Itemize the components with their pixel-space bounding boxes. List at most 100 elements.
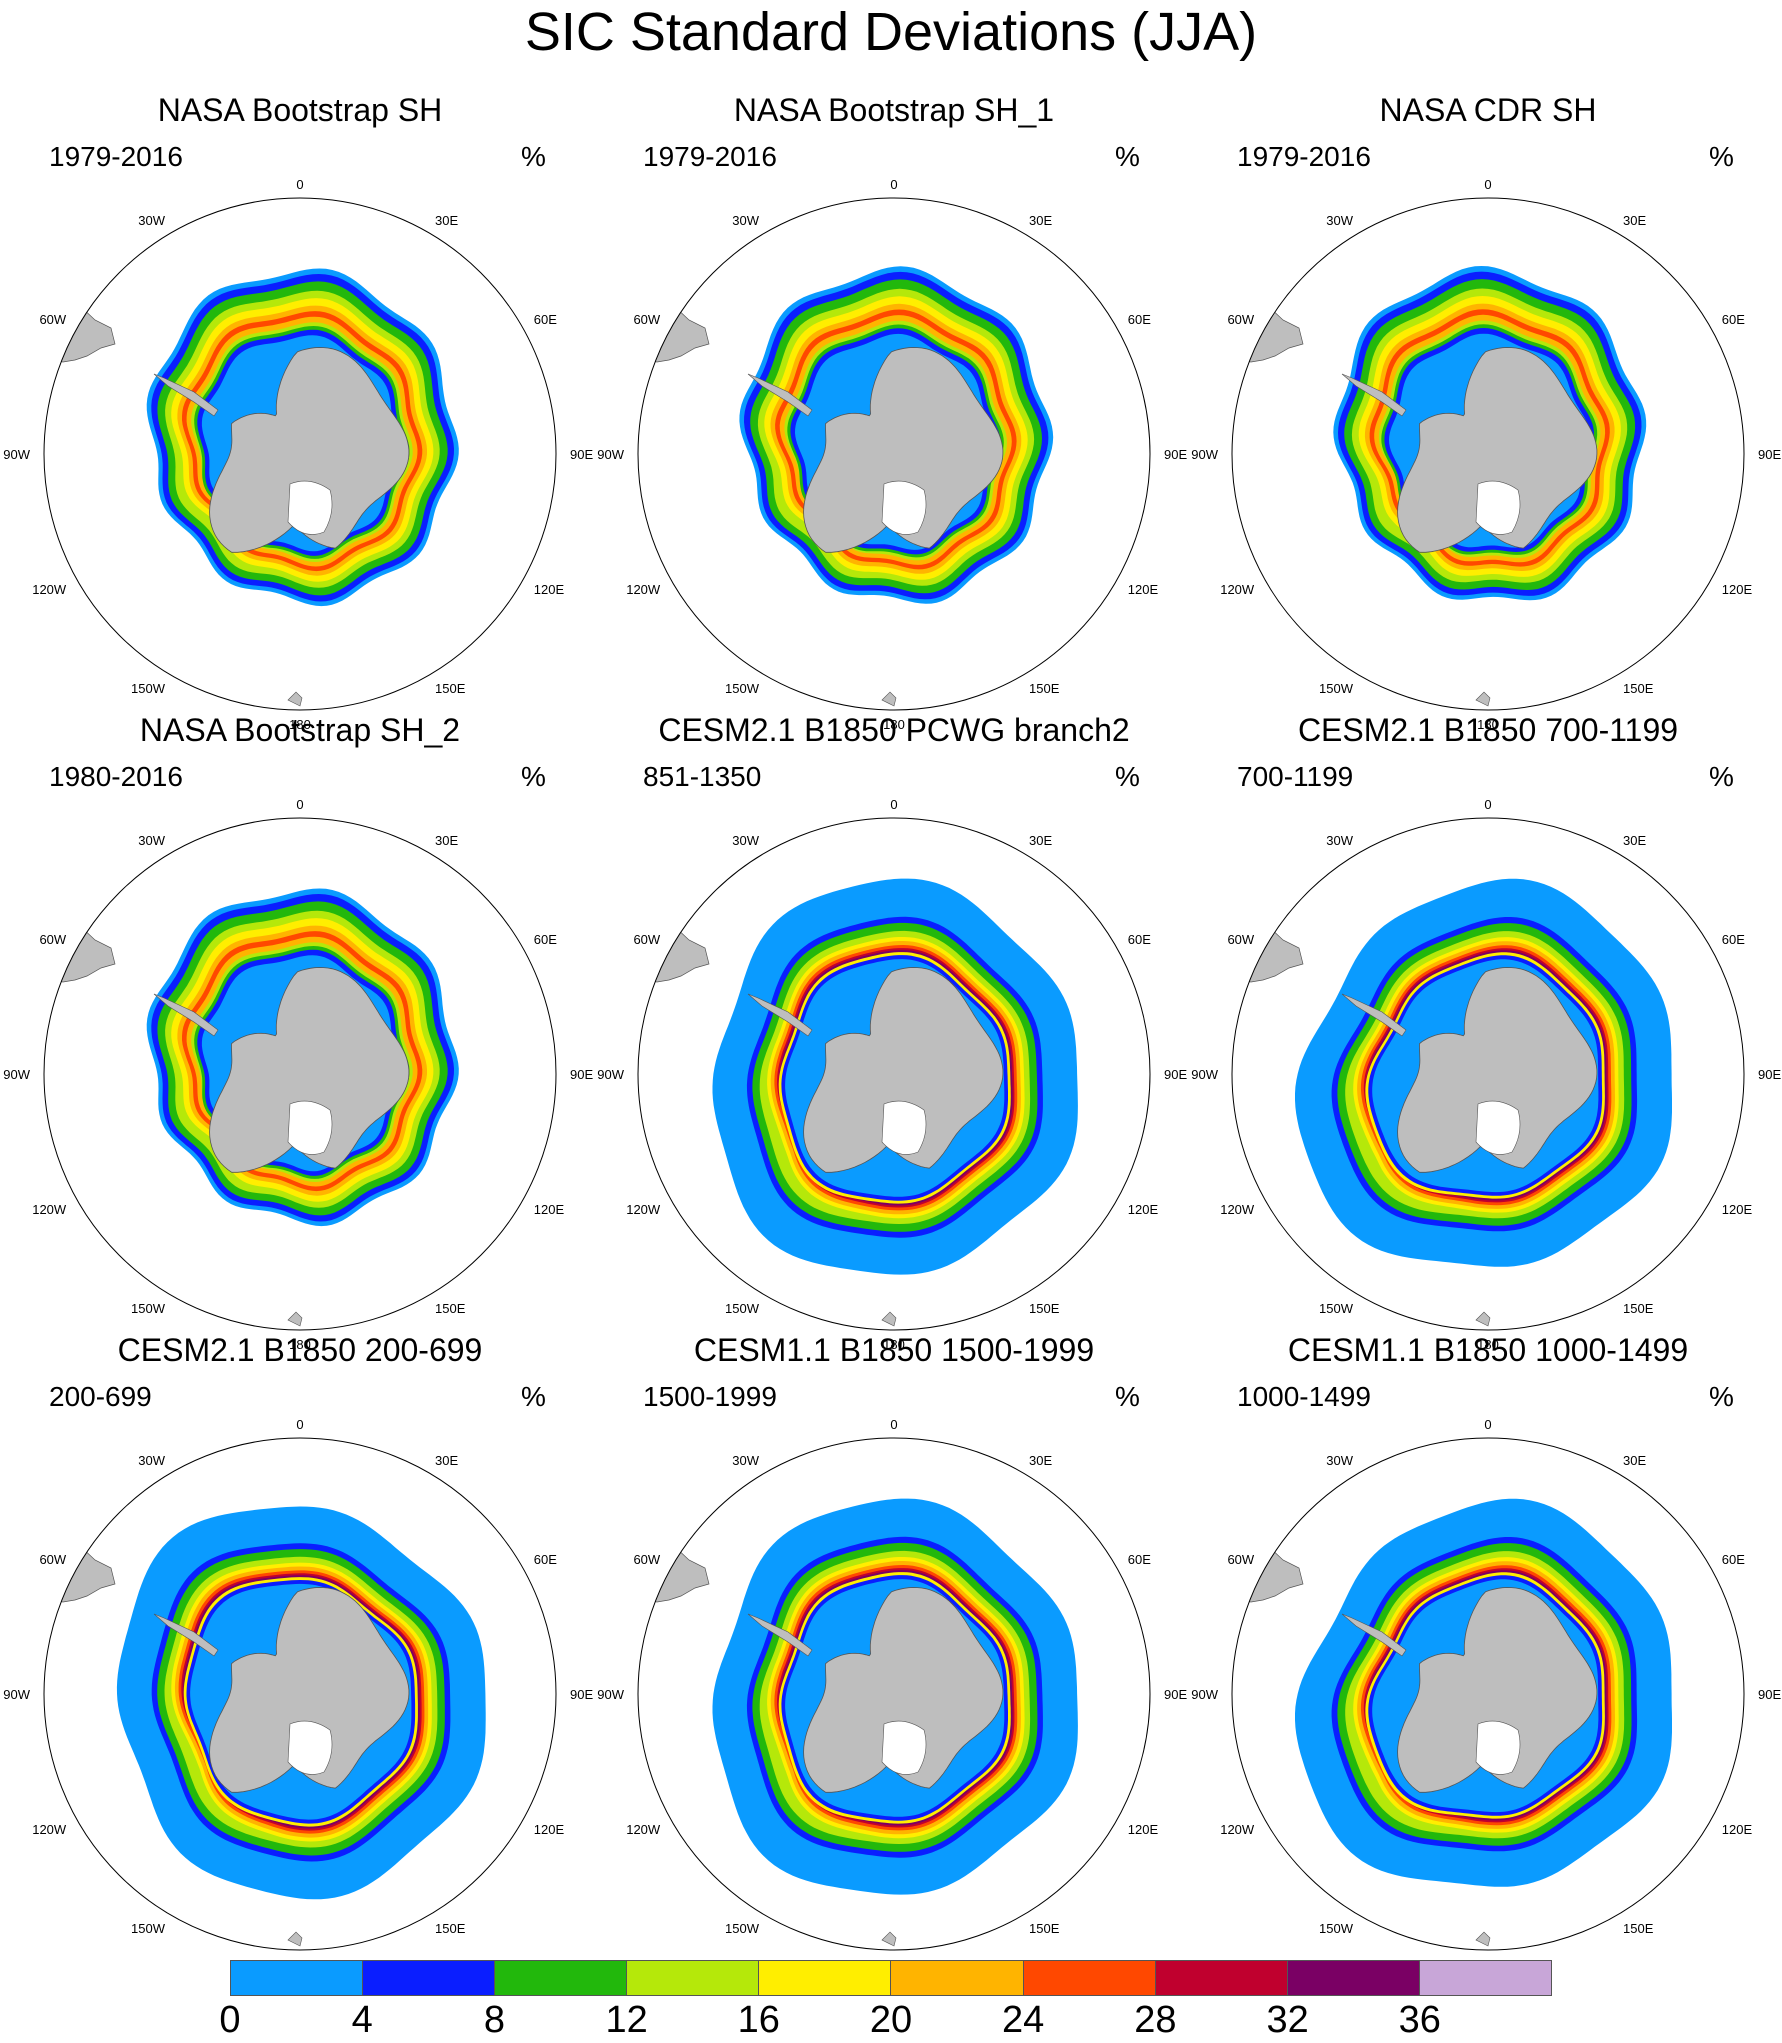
antarctic-peninsula <box>747 373 813 417</box>
panel-title: CESM2.1 B1850 200-699 <box>117 1332 483 1368</box>
sic-field <box>1232 1498 1672 1947</box>
longitude-label: 180 <box>1477 717 1499 732</box>
map-boundary <box>43 197 557 711</box>
longitude-label: 90W <box>3 447 30 462</box>
antarctic-peninsula <box>153 373 219 417</box>
island-land <box>287 1931 303 1947</box>
longitude-label: 60E <box>1128 1552 1151 1567</box>
longitude-label: 90E <box>1164 447 1187 462</box>
island-land <box>881 1931 897 1947</box>
ross-ice-shelf <box>881 480 927 535</box>
longitude-label: 60E <box>1722 312 1745 327</box>
colorbar-tick-label: 4 <box>351 1999 373 2041</box>
longitude-label: 0 <box>890 177 897 192</box>
sic-field <box>638 878 1078 1327</box>
longitude-label: 120W <box>32 1822 67 1837</box>
longitude-label: 150E <box>435 1301 466 1316</box>
longitude-label: 120W <box>626 1822 661 1837</box>
longitude-label: 150E <box>435 681 466 696</box>
longitude-label: 60W <box>633 1552 660 1567</box>
longitude-label: 90W <box>597 447 624 462</box>
antarctic-peninsula <box>153 1613 219 1657</box>
longitude-label: 0 <box>296 177 303 192</box>
antarctica-land <box>1397 967 1598 1173</box>
longitude-label: 120E <box>1722 582 1753 597</box>
unit-label: % <box>1709 141 1734 172</box>
map-panel: NASA CDR SH 0 30E 60E 90E 120E 150E 180 150W 120W… <box>1191 90 1782 732</box>
longitude-label: 30E <box>435 833 458 848</box>
longitude-label: 90E <box>570 1687 593 1702</box>
longitude-label: 30E <box>1029 1453 1052 1468</box>
longitude-label: 180 <box>883 717 905 732</box>
period-label: 1000-1499 <box>1237 1381 1371 1412</box>
longitude-label: 30E <box>1623 213 1646 228</box>
island-land <box>881 691 897 707</box>
longitude-label: 30W <box>1326 213 1353 228</box>
island-land <box>1475 691 1491 707</box>
longitude-label: 60W <box>633 932 660 947</box>
longitude-label: 30E <box>1623 833 1646 848</box>
ross-ice-shelf <box>881 1720 927 1775</box>
island-land <box>287 1311 303 1327</box>
colorbar-cell <box>1287 1961 1420 1995</box>
polar-map: 0 30E 60E 90E 120E 150E 180 150W 120W 90W 60W 30W <box>3 797 593 1352</box>
longitude-label: 120W <box>626 582 661 597</box>
antarctic-peninsula <box>153 993 219 1037</box>
longitude-label: 30E <box>1623 1453 1646 1468</box>
longitude-label: 120E <box>1722 1822 1753 1837</box>
unit-label: % <box>1115 1381 1140 1412</box>
map-boundary <box>43 817 557 1331</box>
map-boundary <box>1231 817 1745 1331</box>
antarctic-peninsula <box>747 1613 813 1657</box>
panel-title: CESM1.1 B1850 1500-1999 <box>693 1332 1095 1368</box>
unit-label: % <box>521 141 546 172</box>
ross-ice-shelf <box>881 1100 927 1155</box>
colorbar <box>230 1960 1552 1996</box>
unit-label: % <box>521 1381 546 1412</box>
longitude-label: 150E <box>1029 681 1060 696</box>
longitude-label: 90W <box>1191 1687 1218 1702</box>
longitude-label: 0 <box>890 1417 897 1432</box>
longitude-label: 150W <box>131 1301 166 1316</box>
longitude-label: 90W <box>1191 447 1218 462</box>
antarctic-peninsula <box>1341 1613 1407 1657</box>
colorbar-tick-label: 8 <box>483 1999 505 2041</box>
longitude-label: 120W <box>32 582 67 597</box>
sic-field <box>44 888 459 1327</box>
longitude-label: 60E <box>1722 932 1745 947</box>
longitude-label: 150W <box>131 681 166 696</box>
longitude-label: 150E <box>1623 1301 1654 1316</box>
longitude-label: 150W <box>725 1921 760 1936</box>
colorbar-cell <box>891 1961 1024 1995</box>
longitude-label: 150E <box>1029 1921 1060 1936</box>
ross-ice-shelf <box>287 480 333 535</box>
longitude-label: 90W <box>3 1067 30 1082</box>
map-panel: CESM1.1 B1850 1000-1499 0 30E 60E 90E 120E 150… <box>1191 1330 1782 1972</box>
polar-map: 0 30E 60E 90E 120E 150E 180 150W 120W 90W 60W 30W <box>3 177 593 732</box>
period-label: 200-699 <box>49 1381 152 1412</box>
longitude-label: 30W <box>138 833 165 848</box>
antarctica-land <box>209 1587 410 1793</box>
period-label: 851-1350 <box>643 761 762 792</box>
colorbar-tick-label: 20 <box>869 1999 913 2041</box>
antarctica-land <box>1397 1587 1598 1793</box>
ross-ice-shelf <box>1475 1720 1521 1775</box>
unit-label: % <box>1709 1381 1734 1412</box>
map-panel: CESM2.1 B1850 700-1199 0 30E 60E 90E 120E 150E… <box>1191 710 1782 1352</box>
panel-title: NASA Bootstrap SH <box>157 92 443 128</box>
longitude-label: 180 <box>1477 1337 1499 1352</box>
island-land <box>1475 1931 1491 1947</box>
colorbar-tick-label: 28 <box>1134 1999 1177 2041</box>
period-label: 700-1199 <box>1237 761 1354 792</box>
colorbar-cell <box>495 1961 628 1995</box>
longitude-label: 120W <box>32 1202 67 1217</box>
panel-title: CESM2.1 B1850 PCWG branch2 <box>658 712 1130 748</box>
longitude-label: 30W <box>138 213 165 228</box>
longitude-label: 180 <box>289 1337 311 1352</box>
longitude-label: 120E <box>1128 1822 1159 1837</box>
longitude-label: 0 <box>1484 177 1491 192</box>
map-boundary <box>1231 197 1745 711</box>
longitude-label: 30W <box>732 833 759 848</box>
longitude-label: 60E <box>1722 1552 1745 1567</box>
longitude-label: 90E <box>1758 1067 1781 1082</box>
